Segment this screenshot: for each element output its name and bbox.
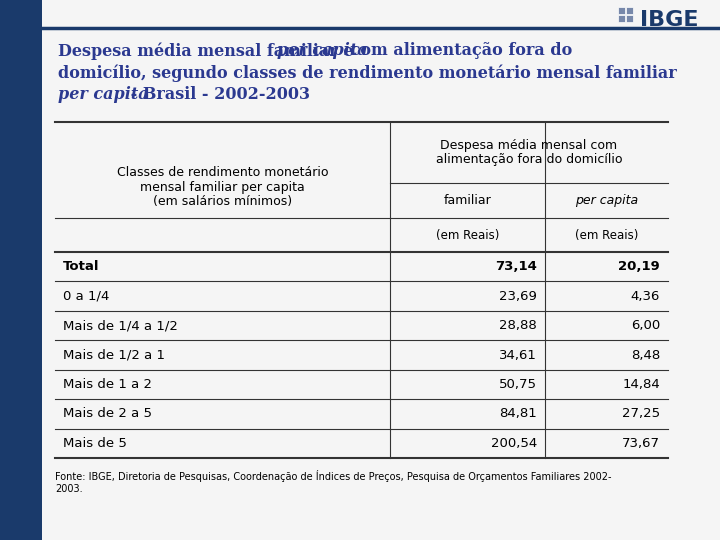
Text: per capita: per capita (575, 194, 638, 207)
Text: Despesa média mensal com
alimentação fora do domicílio: Despesa média mensal com alimentação for… (436, 138, 622, 166)
Text: 50,75: 50,75 (499, 378, 537, 391)
Text: 200,54: 200,54 (491, 437, 537, 450)
Text: Mais de 1/2 a 1: Mais de 1/2 a 1 (63, 348, 165, 361)
Bar (626, 7, 633, 14)
Text: 8,48: 8,48 (631, 348, 660, 361)
Text: - Brasil - 2002-2003: - Brasil - 2002-2003 (125, 86, 310, 103)
Text: Mais de 1/4 a 1/2: Mais de 1/4 a 1/2 (63, 319, 178, 332)
Text: 73,67: 73,67 (622, 437, 660, 450)
Text: Total: Total (63, 260, 99, 273)
Text: 28,88: 28,88 (499, 319, 537, 332)
Text: 4,36: 4,36 (631, 289, 660, 302)
Text: (em Reais): (em Reais) (436, 228, 499, 241)
Text: 14,84: 14,84 (622, 378, 660, 391)
Text: Mais de 5: Mais de 5 (63, 437, 127, 450)
Text: 27,25: 27,25 (622, 407, 660, 420)
Text: Despesa média mensal familiar e: Despesa média mensal familiar e (58, 42, 359, 59)
Bar (618, 15, 625, 22)
Text: 0 a 1/4: 0 a 1/4 (63, 289, 109, 302)
Text: per capita: per capita (277, 42, 368, 59)
Text: Mais de 1 a 2: Mais de 1 a 2 (63, 378, 152, 391)
Bar (626, 15, 633, 22)
Text: 6,00: 6,00 (631, 319, 660, 332)
Text: com alimentação fora do: com alimentação fora do (345, 42, 572, 59)
Bar (618, 7, 625, 14)
Text: 23,69: 23,69 (499, 289, 537, 302)
Text: per capita: per capita (58, 86, 148, 103)
Bar (0, 0, 42, 540)
Text: Mais de 2 a 5: Mais de 2 a 5 (63, 407, 152, 420)
Text: (em Reais): (em Reais) (575, 228, 638, 241)
Text: IBGE: IBGE (640, 10, 698, 30)
Text: familiar: familiar (444, 194, 491, 207)
Text: 84,81: 84,81 (499, 407, 537, 420)
Text: domicílio, segundo classes de rendimento monetário mensal familiar: domicílio, segundo classes de rendimento… (58, 64, 677, 82)
Text: Classes de rendimento monetário
mensal familiar per capita
(em salários mínimos): Classes de rendimento monetário mensal f… (117, 165, 328, 208)
Text: Fonte: IBGE, Diretoria de Pesquisas, Coordenação de Índices de Preços, Pesquisa : Fonte: IBGE, Diretoria de Pesquisas, Coo… (55, 470, 611, 494)
Text: 20,19: 20,19 (618, 260, 660, 273)
Text: 73,14: 73,14 (495, 260, 537, 273)
Text: 34,61: 34,61 (499, 348, 537, 361)
